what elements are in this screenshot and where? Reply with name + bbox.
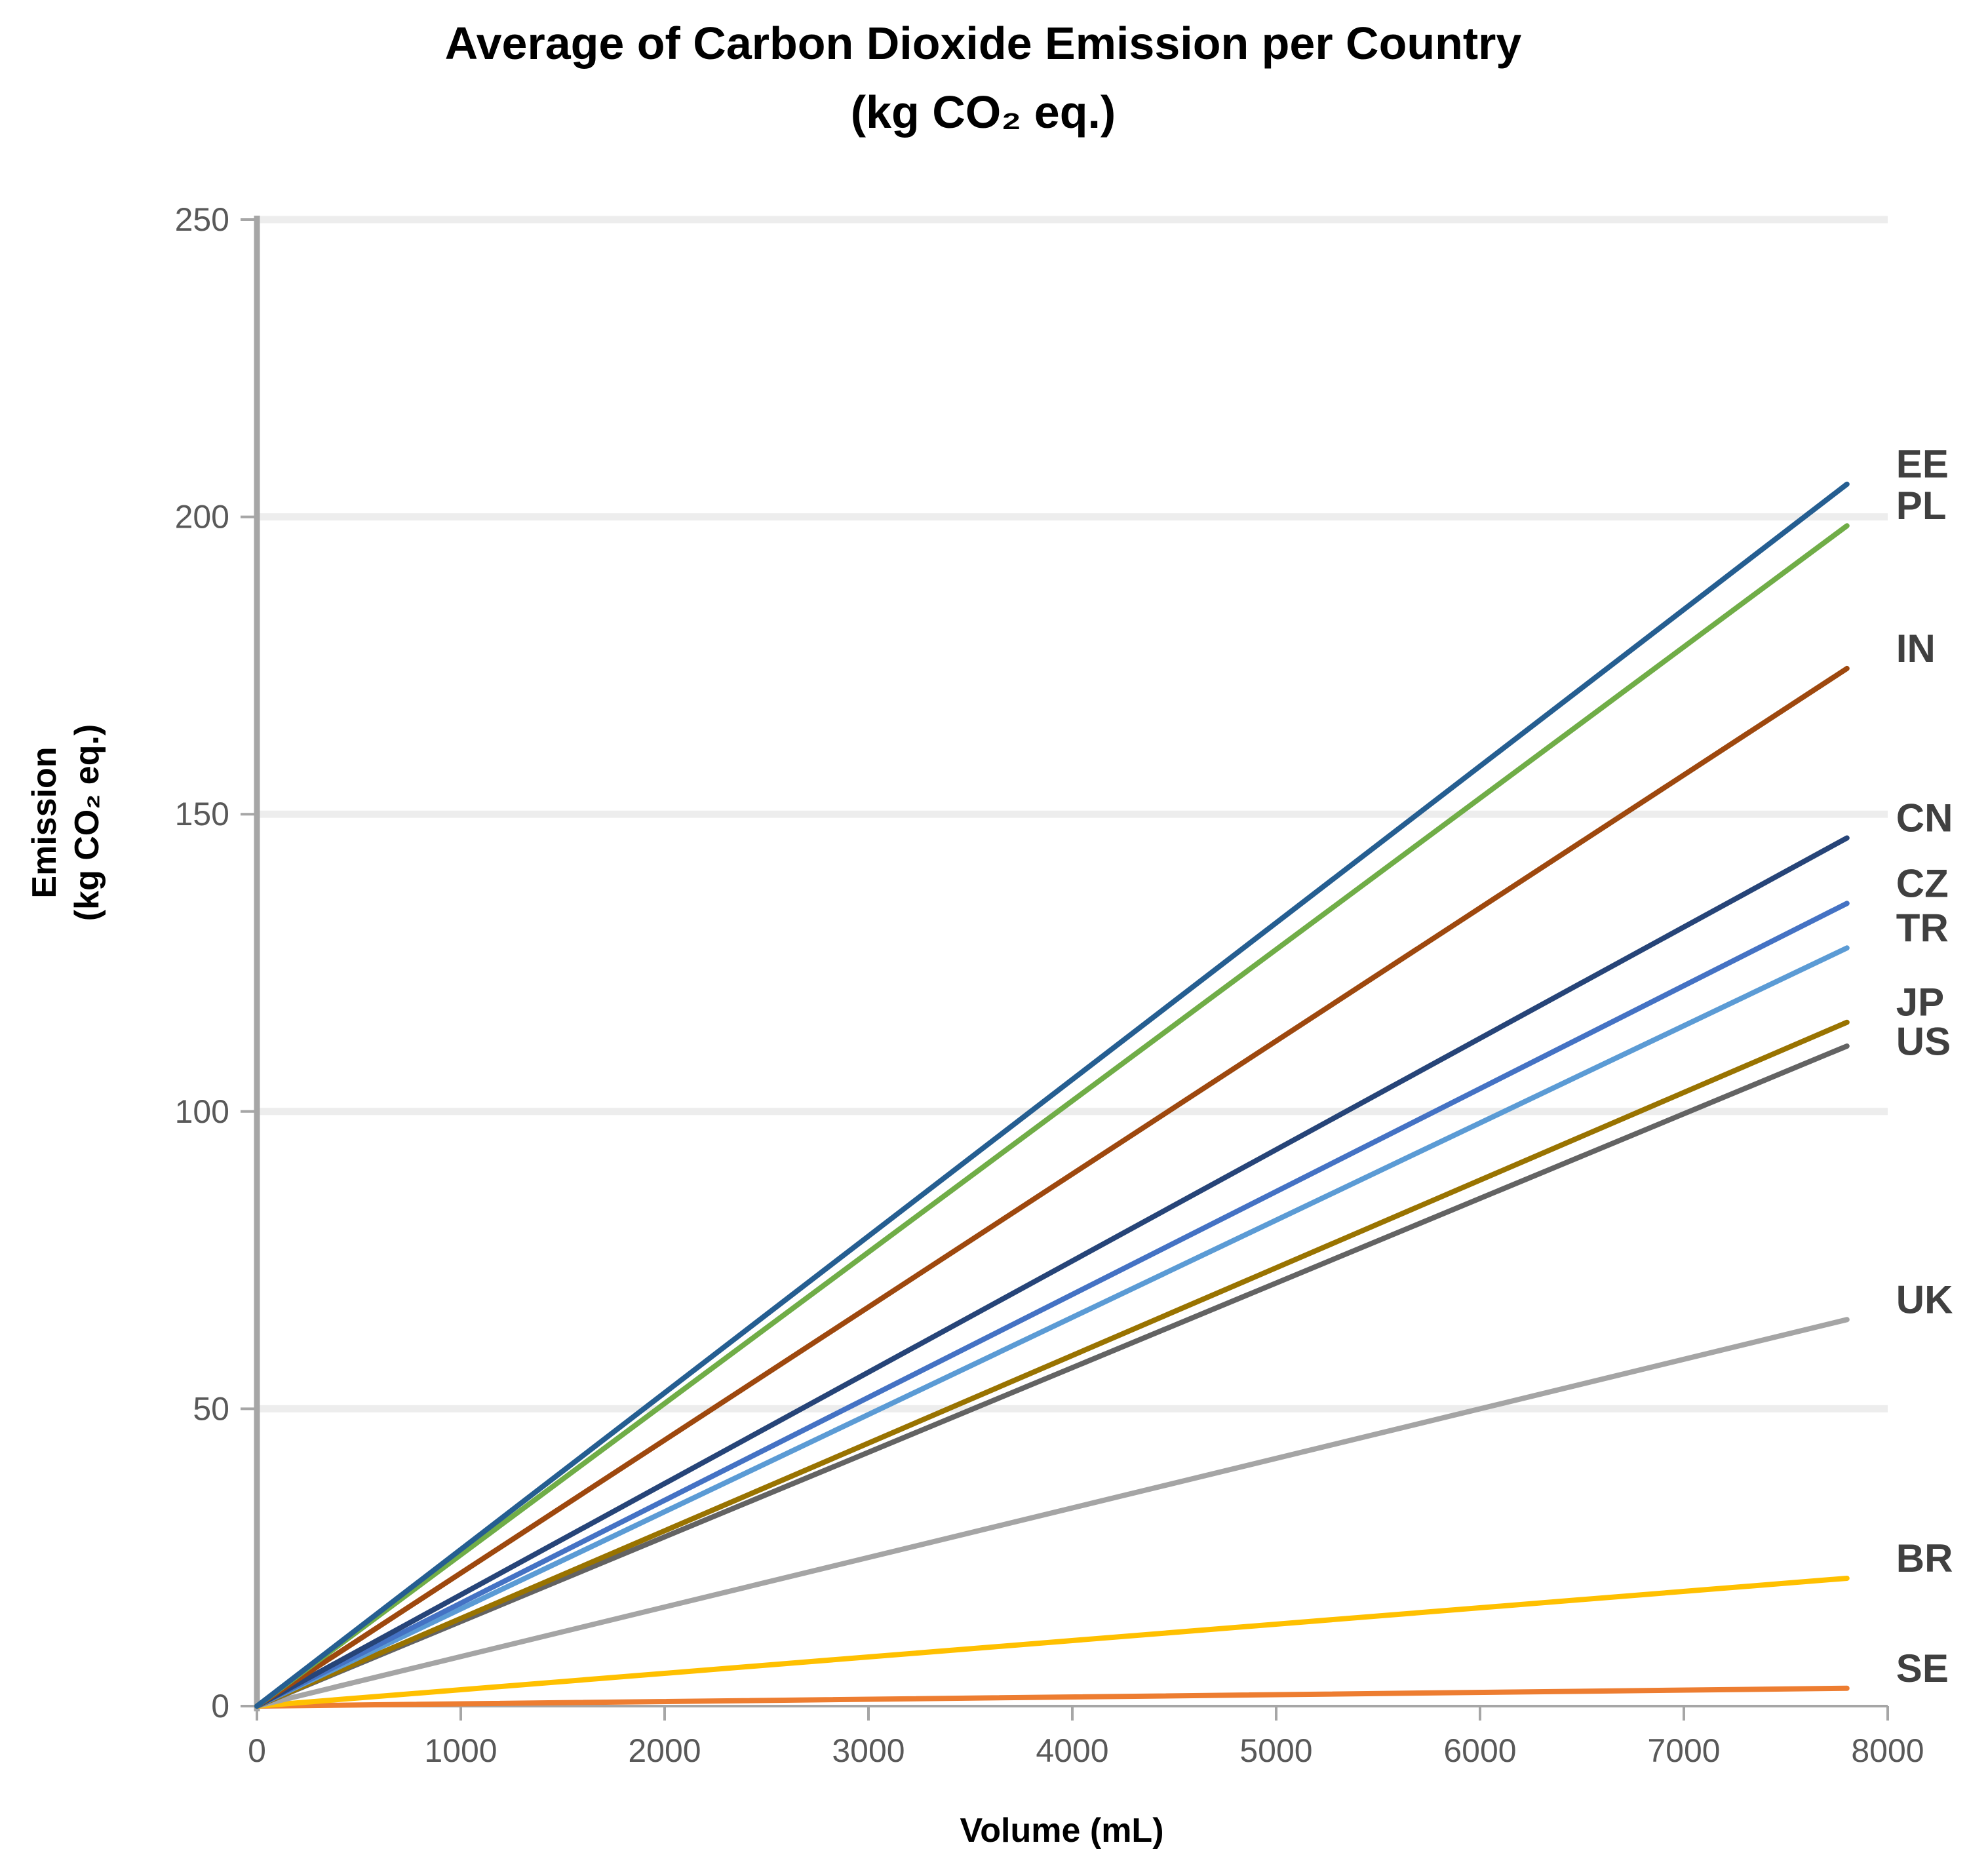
x-tick-label-6000: 6000	[1443, 1732, 1516, 1769]
series-line-in	[254, 665, 1850, 1709]
y-tick-label-150: 150	[175, 796, 229, 832]
series-label-cz: CZ	[1896, 861, 1949, 905]
x-tick-label-3000: 3000	[832, 1732, 905, 1769]
series-line-cn	[254, 835, 1850, 1709]
series-label-se: SE	[1896, 1646, 1949, 1690]
chart-title: Average of Carbon Dioxide Emission per C…	[445, 18, 1522, 69]
series-line-cz	[254, 901, 1850, 1709]
y-tick-label-0: 0	[211, 1688, 229, 1724]
x-tick-label-5000: 5000	[1239, 1732, 1312, 1769]
series-label-pl: PL	[1896, 484, 1947, 528]
series-line-br	[254, 1575, 1850, 1709]
series-line-pl	[254, 523, 1850, 1709]
x-tick-label-0: 0	[248, 1732, 266, 1769]
y-tick-label-200: 200	[175, 499, 229, 535]
series-label-us: US	[1896, 1020, 1951, 1064]
tick-labels: 0 50 100 150 200 250 0 1000 2000 3000 4000 5000 6000…	[175, 201, 1924, 1769]
x-tick-label-4000: 4000	[1036, 1732, 1108, 1769]
axes	[254, 216, 1888, 1711]
y-axis-title-line2: (kg CO₂ eq.)	[68, 724, 106, 921]
series-label-cn: CN	[1896, 796, 1953, 840]
x-axis-title: Volume (mL)	[960, 1812, 1163, 1849]
series-line-ee	[254, 481, 1850, 1709]
y-tick-label-250: 250	[175, 201, 229, 238]
y-tick-label-100: 100	[175, 1093, 229, 1130]
x-tick-label-8000: 8000	[1851, 1732, 1924, 1769]
series-lines	[254, 481, 1850, 1709]
series-line-uk	[254, 1317, 1850, 1709]
series-line-jp	[254, 1019, 1850, 1709]
y-axis-title-line1: Emission	[26, 747, 64, 898]
series-label-tr: TR	[1896, 906, 1949, 950]
y-tick-label-50: 50	[193, 1390, 229, 1427]
series-label-ee: EE	[1896, 442, 1949, 486]
x-tick-label-7000: 7000	[1647, 1732, 1720, 1769]
series-label-br: BR	[1896, 1536, 1953, 1580]
chart-subtitle: (kg CO₂ eq.)	[851, 87, 1116, 138]
grid-lines	[257, 216, 1888, 1412]
series-label-uk: UK	[1896, 1277, 1953, 1321]
series-line-se	[254, 1685, 1850, 1709]
series-line-us	[254, 1043, 1850, 1709]
series-label-jp: JP	[1896, 981, 1944, 1024]
x-tick-label-2000: 2000	[628, 1732, 701, 1769]
series-line-tr	[254, 945, 1850, 1709]
x-tick-label-1000: 1000	[424, 1732, 497, 1769]
series-label-in: IN	[1896, 627, 1936, 671]
